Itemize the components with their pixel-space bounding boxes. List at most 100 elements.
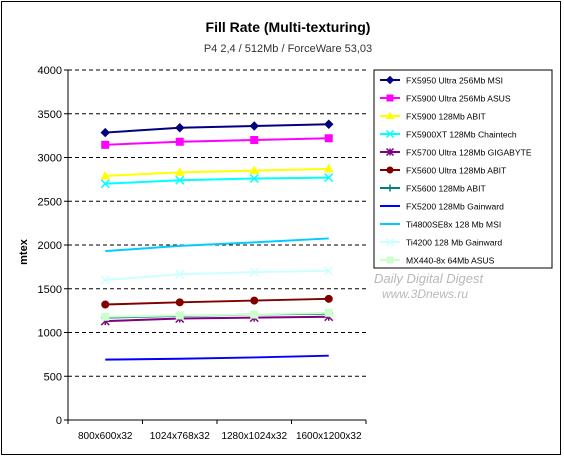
legend-label: Ti4200 128 Mb Gainward	[406, 238, 502, 248]
legend-item: Ti4800SE8x 128 Mb MSI	[380, 220, 501, 230]
legend-label: FX5200 128Mb Gainward	[406, 202, 504, 212]
y-tick-label: 2000	[38, 240, 62, 252]
data-point-star	[385, 147, 395, 157]
legend-label: FX5600 128Mb ABIT	[406, 184, 487, 194]
data-point-square	[386, 256, 394, 264]
series-line	[105, 269, 329, 281]
plot-area: 0 500 1000 1500 2000 2500 3000 3500 4000 800x600x…	[38, 65, 367, 442]
legend: FX5950 Ultra 256Mb MSI FX5900 Ultra 256Mb…	[373, 69, 553, 269]
y-tick-label: 0	[56, 415, 62, 427]
legend-item: FX5950 Ultra 256Mb MSI	[380, 76, 503, 86]
y-tick-label: 2500	[38, 196, 62, 208]
series-fx5900-ultra-256mb-asus	[101, 134, 333, 149]
data-point-plus	[386, 184, 394, 192]
data-point-diamond	[100, 127, 110, 138]
series-line	[105, 137, 329, 146]
data-point-square	[101, 312, 110, 321]
data-point-triangle	[249, 165, 260, 175]
series-fx5900xt-128mb-chaintech	[100, 173, 334, 189]
legend-label: FX5900XT 128Mb Chaintech	[406, 130, 517, 140]
x-tick-label: 1024x768x32	[150, 431, 210, 442]
data-point-triangle	[323, 163, 334, 173]
data-point-x	[249, 173, 259, 184]
series-fx5600-ultra-128mb-abit	[101, 294, 333, 309]
legend-item: FX5900 Ultra 256Mb ASUS	[380, 94, 511, 104]
data-point-square	[175, 311, 184, 320]
data-point-circle	[250, 296, 259, 305]
data-point-x	[100, 275, 110, 285]
legend-item: Ti4200 128 Mb Gainward	[380, 238, 502, 248]
series-fx5200-128mb-gainward	[105, 354, 329, 361]
legend-label: Ti4800SE8x 128 Mb MSI	[406, 220, 501, 230]
legend-label: FX5900 128Mb ABIT	[406, 112, 487, 122]
legend-item: FX5900 128Mb ABIT	[380, 112, 487, 122]
data-point-x	[385, 237, 395, 247]
data-point-x	[100, 179, 110, 189]
y-axis-label: mtex	[18, 238, 30, 265]
series-line	[105, 315, 329, 323]
watermark-line1: Daily Digital Digest	[374, 271, 484, 286]
y-tick-label: 3500	[38, 109, 62, 121]
data-point-square	[250, 136, 259, 144]
data-point-diamond	[324, 119, 334, 129]
series-fx5900-128mb-abit	[100, 163, 334, 180]
series-line	[105, 176, 329, 185]
legend-item: FX5600 128Mb ABIT	[380, 184, 487, 194]
data-point-circle	[386, 166, 394, 174]
data-point-square	[250, 310, 259, 319]
series-ti4800se8x-128-mb-msi	[105, 237, 329, 253]
data-point-square	[175, 137, 184, 146]
data-point-diamond	[175, 123, 185, 133]
data-point-square	[101, 140, 110, 149]
data-point-x	[175, 175, 185, 185]
series-line	[105, 237, 329, 253]
chart-subtitle: P4 2,4 / 512Mb / ForceWare 53,03	[204, 43, 372, 55]
legend-item: FX5900XT 128Mb Chaintech	[380, 130, 517, 140]
x-tick-label: 1600x1200x32	[296, 431, 362, 442]
data-point-x	[324, 173, 334, 183]
y-tick-label: 500	[44, 371, 62, 383]
data-point-square	[324, 134, 333, 143]
data-point-circle	[324, 294, 333, 303]
watermark: Daily Digital Digest www.3Dnews.ru	[374, 271, 484, 301]
y-tick-label: 1000	[38, 328, 62, 340]
y-tick-label: 1500	[38, 284, 62, 296]
legend-label: MX440-8x 64Mb ASUS	[406, 256, 495, 266]
data-point-square	[324, 308, 333, 317]
series-line	[105, 297, 329, 306]
data-point-diamond	[249, 121, 259, 131]
legend-label: FX5950 Ultra 256Mb MSI	[406, 76, 503, 86]
legend-label: FX5900 Ultra 256Mb ASUS	[406, 94, 511, 104]
series-mx440-8x-64mb-asus	[101, 308, 333, 321]
series-line	[105, 311, 329, 318]
legend-item: FX5700 Ultra 128Mb GIGABYTE	[380, 148, 532, 158]
series-fx5950-ultra-256mb-msi	[100, 119, 334, 138]
legend-item: MX440-8x 64Mb ASUS	[380, 256, 495, 266]
legend-item: FX5200 128Mb Gainward	[380, 202, 504, 212]
data-point-diamond	[385, 75, 395, 85]
x-tick-label: 800x600x32	[78, 431, 133, 442]
data-point-square	[386, 94, 394, 102]
data-point-x	[249, 267, 259, 277]
y-tick-label: 4000	[38, 65, 62, 77]
series-line	[105, 123, 329, 134]
watermark-line2: www.3Dnews.ru	[382, 287, 468, 301]
chart-title: Fill Rate (Multi-texturing)	[206, 19, 371, 35]
series-ti4200-128-mb-gainward	[100, 266, 334, 285]
legend-box	[373, 69, 553, 269]
data-point-triangle	[385, 111, 395, 119]
data-point-triangle	[174, 167, 185, 176]
data-point-x	[385, 129, 395, 139]
x-tick-label: 1280x1024x32	[221, 431, 287, 442]
legend-label: FX5600 Ultra 128Mb ABIT	[406, 166, 507, 176]
data-point-circle	[101, 300, 110, 309]
series-line	[105, 167, 329, 177]
data-point-x	[324, 266, 334, 276]
legend-item: FX5600 Ultra 128Mb ABIT	[380, 166, 507, 176]
y-tick-label: 3000	[38, 153, 62, 165]
legend-label: FX5700 Ultra 128Mb GIGABYTE	[406, 148, 532, 158]
data-point-triangle	[100, 170, 111, 180]
data-point-circle	[175, 298, 184, 307]
series-line	[105, 354, 329, 361]
